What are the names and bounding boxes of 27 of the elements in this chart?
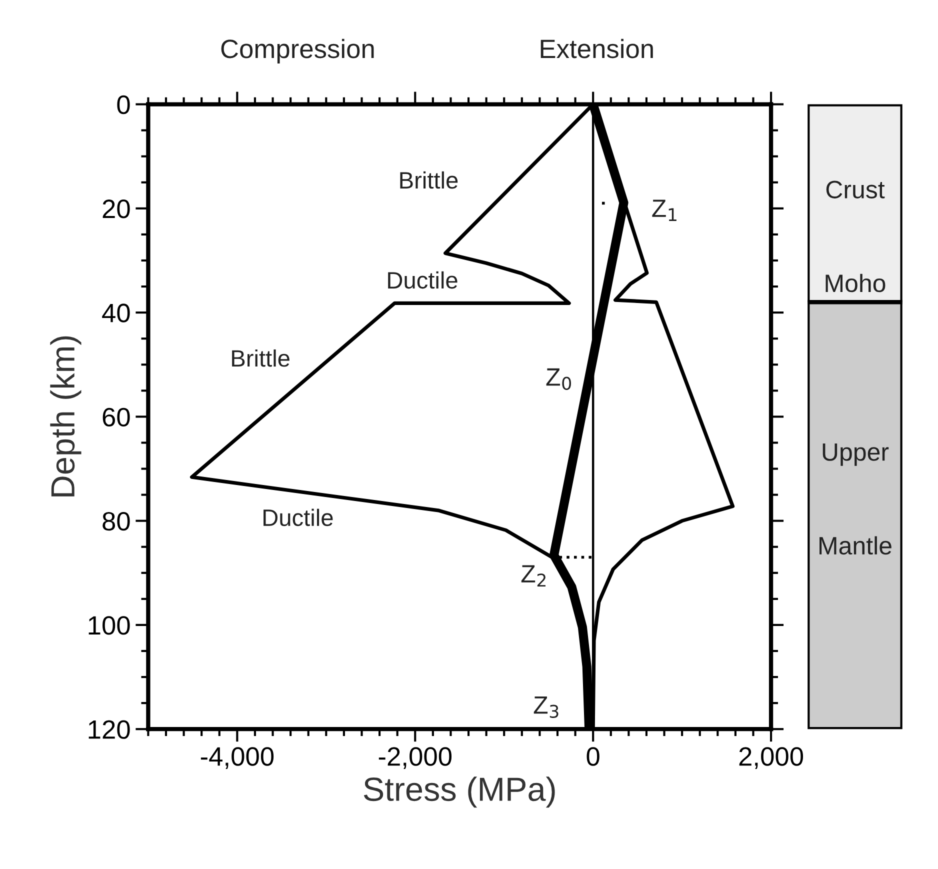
annotation: Z$_{2}$ (521, 565, 546, 587)
y-axis-title: Depth (km) (50, 336, 82, 496)
x-tick-label: -2,000 (378, 747, 452, 769)
annotation: Moho (826, 274, 886, 292)
x-tick-label: -4,000 (200, 747, 274, 769)
y-tick-label: 40 (102, 304, 130, 322)
annotation: Brittle (400, 171, 458, 189)
y-tick-label: 100 (88, 616, 130, 635)
y-tick-label: 120 (88, 720, 130, 739)
annotation: Z$_{1}$ (652, 200, 676, 222)
annotation: Ductile (264, 508, 333, 526)
text: Compression (221, 38, 374, 64)
annotation: Mantle (820, 536, 892, 555)
x-tick-label: 0 (586, 747, 600, 766)
x-tick-label: 2,000 (739, 747, 804, 769)
y-tick-label: 20 (102, 200, 130, 218)
annotation: Z$_{0}$ (546, 368, 572, 390)
x-axis-title: Stress (MPa) (364, 776, 555, 808)
annotation: Z$_{3}$ (534, 696, 558, 718)
text: Extension (540, 38, 653, 58)
y-tick-label: 60 (102, 408, 130, 427)
annotation: Crust (826, 180, 885, 198)
annotation: Brittle (232, 349, 290, 367)
y-tick-label: 0 (117, 95, 130, 114)
annotation: Ductile (388, 271, 458, 289)
y-tick-label: 80 (102, 512, 130, 531)
annotation: Upper (822, 443, 889, 466)
